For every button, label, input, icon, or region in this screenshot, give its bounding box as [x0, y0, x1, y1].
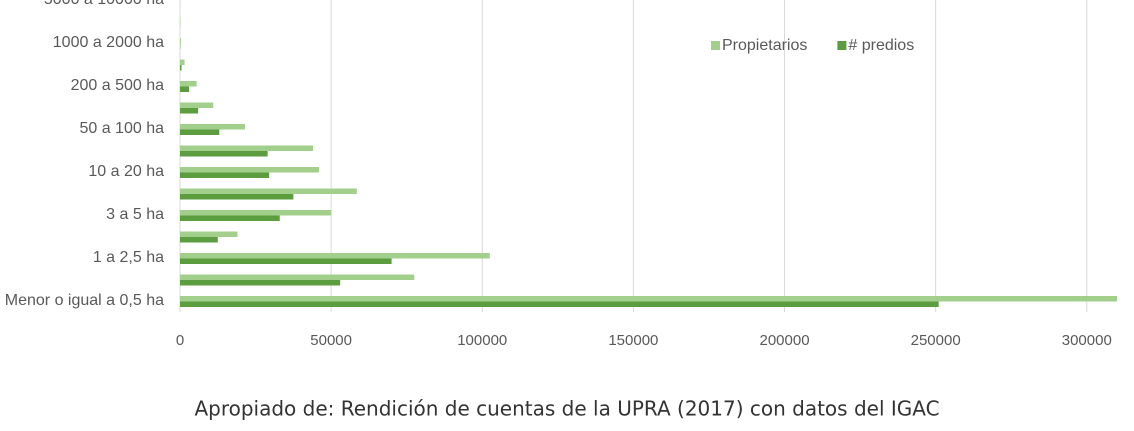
x-tick-label: 300000: [1062, 332, 1112, 349]
bar: [180, 151, 268, 157]
caption: Apropiado de: Rendición de cuentas de la…: [194, 397, 939, 421]
bar: [180, 130, 219, 136]
bar: [180, 146, 313, 152]
bar: [180, 65, 182, 71]
bar: [180, 173, 269, 179]
legend-swatch: [711, 41, 720, 50]
chart: Apropiado de: Rendición de cuentas de la…: [0, 0, 1134, 431]
y-tick-label: Menor o igual a 0,5 ha: [5, 292, 164, 309]
y-tick-label: 10 a 20 ha: [88, 163, 164, 180]
x-tick-label: 100000: [457, 332, 507, 349]
x-tick-label: 50000: [310, 332, 352, 349]
bar: [180, 124, 245, 130]
y-tick-label: 1000 a 2000 ha: [53, 34, 164, 51]
bar: [180, 108, 198, 114]
bar: [180, 232, 237, 238]
bar: [180, 210, 331, 216]
bar: [180, 60, 185, 66]
bar: [180, 259, 392, 265]
legend-label: Propietarios: [722, 37, 807, 54]
x-tick-label: 200000: [759, 332, 809, 349]
bar: [180, 167, 319, 173]
bar: [180, 275, 414, 281]
bar: [180, 302, 939, 308]
x-tick-label: 0: [176, 332, 184, 349]
bar: [180, 253, 490, 259]
y-tick-label: 3 a 5 ha: [106, 206, 164, 223]
y-tick-label: 5000 a 10000 ha: [44, 0, 164, 8]
y-tick-label: 50 a 100 ha: [79, 120, 164, 137]
legend-swatch: [837, 41, 846, 50]
bar: [180, 296, 1117, 302]
bar: [180, 189, 357, 195]
bar: [180, 194, 293, 200]
bar: [180, 38, 181, 44]
y-tick-label: 1 a 2,5 ha: [93, 249, 164, 266]
bar: [180, 81, 197, 87]
bar: [180, 280, 340, 286]
bar: [180, 216, 280, 222]
legend-label: # predios: [848, 37, 914, 54]
bar: [180, 103, 213, 109]
bar: [180, 237, 218, 243]
x-tick-label: 250000: [911, 332, 961, 349]
bar: [180, 87, 189, 93]
y-tick-label: 200 a 500 ha: [71, 77, 165, 94]
x-tick-label: 150000: [608, 332, 658, 349]
